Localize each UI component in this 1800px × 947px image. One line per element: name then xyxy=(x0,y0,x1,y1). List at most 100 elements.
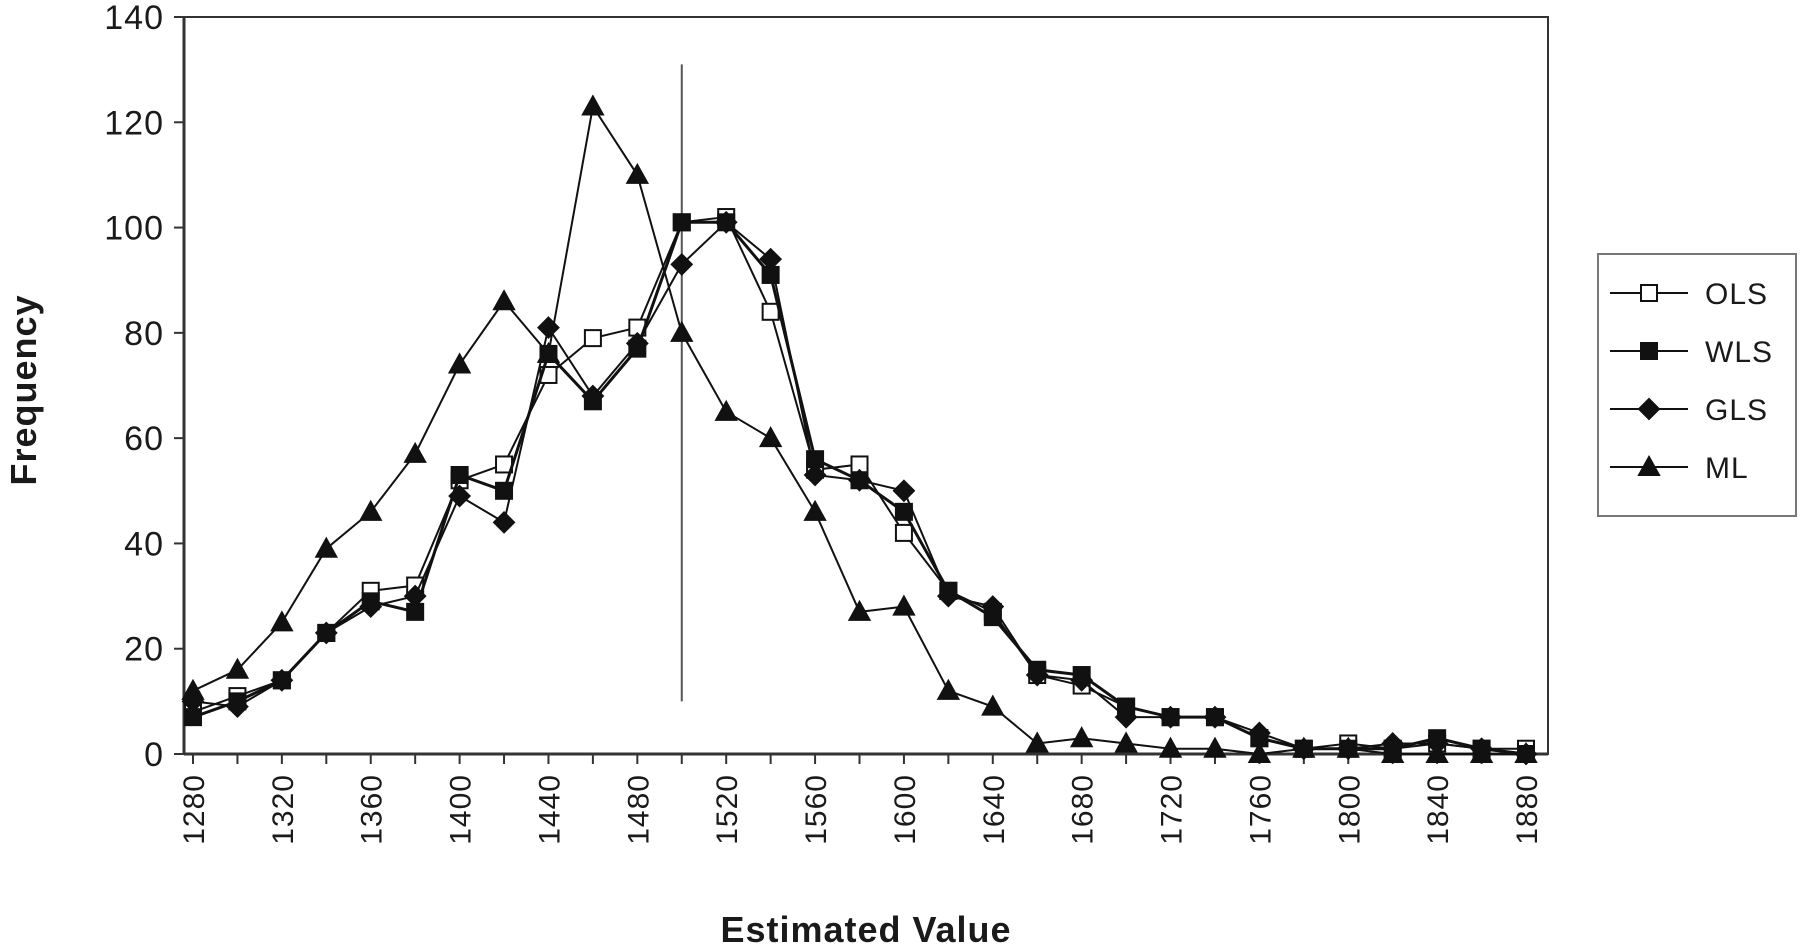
legend-label: OLS xyxy=(1705,278,1768,311)
legend-swatch-marker xyxy=(1640,284,1658,302)
data-point-gls xyxy=(226,695,249,719)
data-point-gls xyxy=(581,384,605,408)
legend-item-ml: ML xyxy=(1610,452,1749,485)
legend-item-ols: OLS xyxy=(1610,278,1768,311)
x-tick-label: 1640 xyxy=(978,774,1011,845)
data-point-ml xyxy=(1114,731,1138,753)
data-point-ml xyxy=(447,352,472,374)
data-point-gls xyxy=(359,595,383,619)
x-tick-label: 1680 xyxy=(1067,774,1100,845)
x-tick-label: 1560 xyxy=(800,774,833,845)
x-tick-label: 1360 xyxy=(356,774,389,845)
y-tick-label: 0 xyxy=(144,736,164,774)
data-point-gls xyxy=(759,247,783,271)
data-point-wls xyxy=(450,465,469,484)
data-point-ml xyxy=(270,610,294,632)
data-point-ml xyxy=(625,162,650,184)
data-point-ml xyxy=(1292,736,1316,758)
y-tick-label: 80 xyxy=(124,315,164,353)
data-point-ml xyxy=(758,426,783,448)
x-tick-label: 1880 xyxy=(1511,774,1544,845)
data-point-ml xyxy=(803,499,827,521)
data-point-ml xyxy=(1469,741,1494,763)
data-point-ml xyxy=(359,499,383,521)
y-axis-ticks: 0 20 40 60 80 100 120 140 xyxy=(104,0,184,774)
data-point-gls xyxy=(492,510,516,534)
data-point-ml xyxy=(1203,736,1227,758)
data-point-gls xyxy=(270,668,294,692)
data-point-gls xyxy=(625,331,649,355)
data-point-ml xyxy=(847,599,872,621)
data-point-gls xyxy=(1025,663,1049,687)
data-point-ml xyxy=(225,657,250,679)
x-tick-label: 1760 xyxy=(1244,774,1277,845)
data-point-ml xyxy=(536,341,561,363)
data-point-ols xyxy=(894,523,913,542)
legend-item-wls: WLS xyxy=(1610,336,1773,369)
data-point-gls xyxy=(803,463,827,487)
data-point-ml xyxy=(1381,741,1405,763)
data-point-ml xyxy=(403,441,427,463)
y-tick-label: 60 xyxy=(124,420,164,458)
data-point-ml xyxy=(1514,741,1538,763)
data-point-gls xyxy=(1070,668,1094,692)
legend-item-gls: GLS xyxy=(1610,394,1768,427)
legend-label: WLS xyxy=(1705,336,1773,369)
data-point-ols xyxy=(761,302,780,321)
y-axis-title: Frequency xyxy=(3,294,44,485)
data-point-gls xyxy=(314,621,338,645)
data-point-gls xyxy=(714,210,738,234)
data-point-gls xyxy=(1203,705,1227,729)
data-point-gls xyxy=(448,484,472,508)
data-point-ml xyxy=(1158,736,1183,758)
y-tick-label: 140 xyxy=(104,0,164,37)
data-point-ml xyxy=(1069,726,1094,748)
data-point-ml xyxy=(892,594,916,616)
data-point-gls xyxy=(670,253,694,276)
x-axis-title: Estimated Value xyxy=(720,909,1011,947)
data-point-ml xyxy=(181,678,205,700)
data-point-gls xyxy=(403,584,427,608)
data-point-ml xyxy=(1025,731,1049,753)
legend: OLS WLS GLS ML xyxy=(1597,253,1797,517)
y-tick-label: 100 xyxy=(104,210,164,248)
data-point-ml xyxy=(714,399,738,421)
x-tick-label: 1600 xyxy=(889,774,922,845)
legend-swatch-marker xyxy=(1637,397,1661,421)
legend-label: ML xyxy=(1705,452,1749,485)
y-tick-label: 120 xyxy=(104,104,164,142)
data-point-gls xyxy=(981,595,1005,619)
x-tick-label: 1800 xyxy=(1333,774,1366,845)
data-point-ml xyxy=(670,320,694,342)
data-point-ols xyxy=(583,329,602,348)
series-layer xyxy=(181,94,1538,766)
data-point-ml xyxy=(936,678,961,700)
plot-area xyxy=(183,16,1549,755)
data-point-ml xyxy=(981,694,1005,716)
data-point-wls xyxy=(672,213,691,232)
x-tick-label: 1400 xyxy=(445,774,478,845)
data-point-ml xyxy=(581,94,605,116)
x-tick-label: 1440 xyxy=(533,774,566,845)
data-point-gls xyxy=(892,479,916,503)
legend-label: GLS xyxy=(1705,394,1768,427)
data-point-ml xyxy=(1247,741,1272,763)
data-point-gls xyxy=(1159,705,1182,729)
series-ml xyxy=(181,94,1538,763)
y-tick-label: 40 xyxy=(124,525,164,563)
y-tick-label: 20 xyxy=(124,631,164,669)
legend-box xyxy=(1597,253,1797,517)
data-point-gls xyxy=(1114,705,1138,729)
x-tick-label: 1720 xyxy=(1156,774,1189,845)
legend-items: OLS WLS GLS ML xyxy=(1610,278,1773,485)
data-point-gls xyxy=(936,584,960,608)
data-point-gls xyxy=(848,468,871,492)
x-axis-ticks: 1280 1320 1360 1400 1440 1480 1520 1560 1600 1640… xyxy=(178,754,1544,845)
x-tick-label: 1320 xyxy=(267,774,300,845)
data-point-ml xyxy=(1336,736,1360,758)
legend-swatch-marker xyxy=(1640,342,1658,360)
x-tick-label: 1520 xyxy=(711,774,744,845)
data-point-ml xyxy=(492,289,516,311)
legend-swatch-marker xyxy=(1637,454,1661,476)
